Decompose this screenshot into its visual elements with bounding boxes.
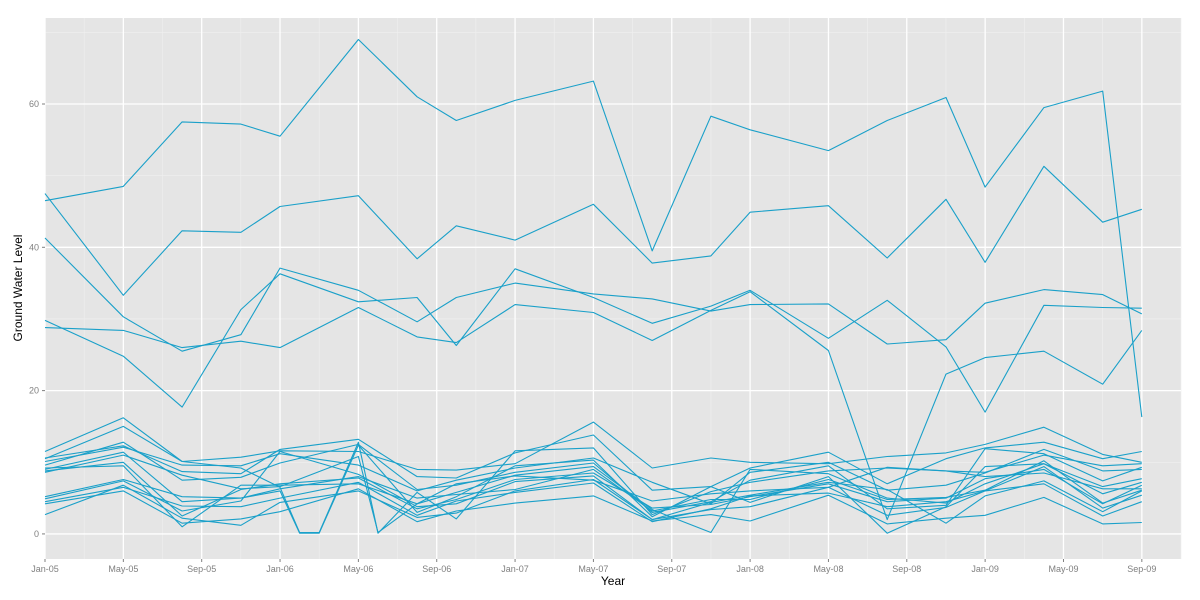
series-line-17	[44, 478, 1142, 526]
series-layer	[44, 38, 1143, 534]
series-line-19	[44, 463, 1142, 534]
x-tick-label: Jan-05	[31, 564, 59, 574]
series-line-2	[44, 165, 1142, 296]
series-line-9	[44, 446, 1142, 505]
x-tick-label: May-09	[1048, 564, 1078, 574]
series-line-1	[44, 38, 1143, 418]
y-tick-label: 60	[29, 99, 39, 109]
x-tick-label: Jan-09	[971, 564, 999, 574]
series-line-16	[44, 488, 1142, 525]
y-axis-title: Ground Water Level	[11, 235, 25, 342]
y-tick-label: 40	[29, 242, 39, 252]
x-tick-label: Sep-09	[1127, 564, 1156, 574]
series-line-7	[44, 434, 1142, 491]
x-tick-label: Sep-06	[422, 564, 451, 574]
series-line-5	[44, 291, 1143, 521]
series-line-6	[44, 417, 1142, 471]
x-tick-label: Jan-08	[736, 564, 764, 574]
y-tick-label: 20	[29, 386, 39, 396]
series-line-18	[44, 461, 1143, 517]
y-axis: 0 20 40 60	[29, 99, 45, 539]
series-line-3	[44, 237, 1143, 352]
series-line-4	[44, 268, 1142, 413]
x-tick-label: Sep-08	[892, 564, 921, 574]
x-tick-label: Jan-06	[266, 564, 294, 574]
plot-panel	[45, 18, 1181, 559]
x-tick-label: May-05	[108, 564, 138, 574]
x-tick-label: May-08	[813, 564, 843, 574]
x-tick-label: May-07	[578, 564, 608, 574]
x-axis-title: Year	[601, 574, 625, 588]
series-line-15	[44, 466, 1142, 523]
x-tick-label: Sep-07	[657, 564, 686, 574]
x-axis: Jan-05 May-05 Sep-05 Jan-06 May-06 Sep-06 Jan-…	[31, 559, 1156, 574]
x-tick-label: May-06	[343, 564, 373, 574]
series-line-11	[44, 444, 1142, 534]
major-grid	[44, 18, 1181, 559]
series-line-14	[44, 450, 1143, 524]
x-tick-label: Sep-05	[187, 564, 216, 574]
y-tick-label: 0	[34, 529, 39, 539]
series-line-8	[44, 425, 1142, 534]
x-tick-label: Jan-07	[501, 564, 529, 574]
